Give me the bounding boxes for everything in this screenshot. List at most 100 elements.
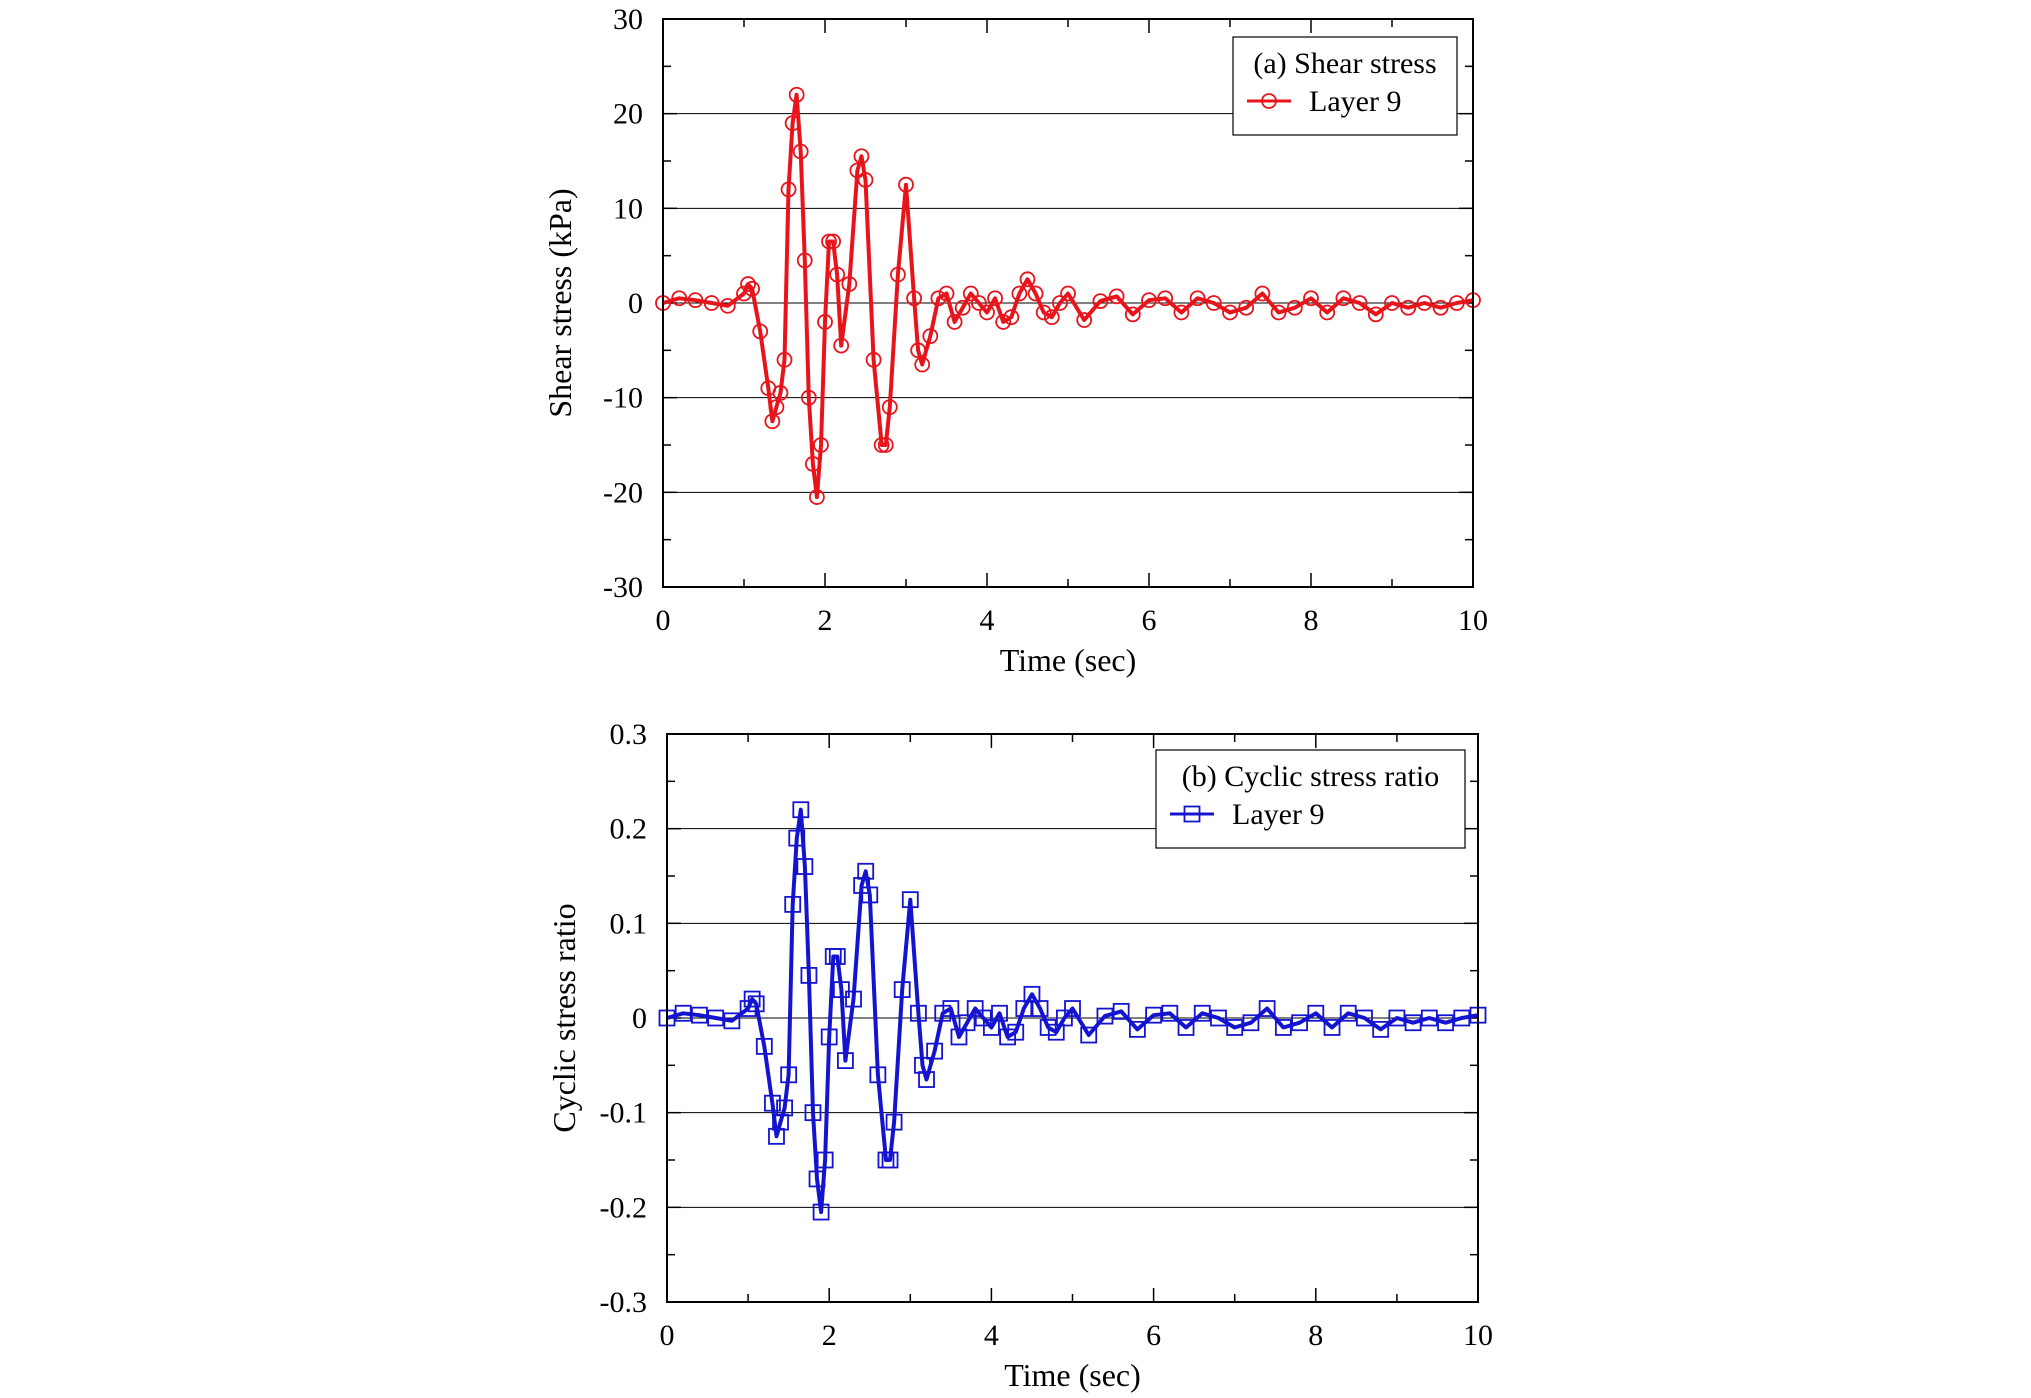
data-point: [764, 1094, 781, 1112]
data-point: [1274, 1019, 1292, 1036]
data-point: [723, 1012, 741, 1030]
y-tick-label: 0.3: [610, 718, 648, 751]
data-point: [747, 995, 765, 1013]
chart-cyclic-stress-ratio: 0 2 4 6 8 10 -0.3 -0.2 -0.1 0 0.1 0.2 0.3 Time (sec) C…: [546, 718, 1493, 1393]
data-point: [1286, 299, 1303, 316]
data-point: [703, 295, 720, 311]
data-point: [1205, 295, 1222, 311]
x-tick-label: 6: [1146, 1319, 1161, 1352]
data-point: [1177, 1019, 1195, 1036]
data-point: [776, 1099, 793, 1117]
data-point: [784, 115, 801, 132]
data-point: [918, 1071, 935, 1088]
y-axis-label: Cyclic stress ratio: [546, 903, 582, 1132]
data-point: [813, 437, 829, 453]
data-point: [841, 276, 858, 292]
data-point: [744, 280, 760, 297]
data-point: [1323, 1019, 1341, 1036]
data-point: [991, 1004, 1008, 1022]
data-point: [719, 297, 736, 314]
data-point: [1027, 285, 1044, 302]
data-point: [804, 456, 821, 472]
data-point: [1258, 1000, 1276, 1017]
data-point: [1384, 295, 1400, 311]
series-line-0: [662, 92, 1474, 500]
data-point: [788, 86, 805, 103]
data-point: [776, 351, 793, 368]
data-point: [817, 314, 833, 330]
data-point: [869, 1066, 887, 1084]
data-point: [893, 981, 911, 998]
data-point: [832, 981, 850, 998]
data-point: [914, 356, 931, 373]
data-point: [849, 162, 866, 179]
series-line-0: [666, 807, 1479, 1215]
legend-box: [1155, 749, 1466, 849]
data-point: [1388, 1009, 1406, 1027]
data-point: [796, 252, 813, 269]
data-point: [1189, 290, 1206, 307]
data-point: [1416, 295, 1433, 311]
data-point: [1404, 1014, 1422, 1032]
data-point: [926, 1042, 944, 1060]
legend: (b) Cyclic stress ratio Layer 9: [1155, 749, 1466, 849]
data-point: [1335, 290, 1352, 307]
data-point: [1210, 1009, 1227, 1027]
data-point: [1238, 299, 1255, 316]
y-tick-label: -0.3: [600, 1286, 648, 1319]
data-point: [764, 413, 781, 430]
data-point: [881, 399, 898, 416]
data-point: [829, 266, 846, 283]
data-point: [691, 1006, 708, 1024]
data-point: [1242, 1014, 1260, 1032]
data-point: [853, 148, 870, 165]
x-tick-label: 10: [1458, 604, 1488, 637]
data-point: [857, 862, 875, 880]
data-point: [962, 285, 979, 302]
data-point: [845, 990, 862, 1008]
data-point: [987, 290, 1003, 307]
data-point: [768, 399, 785, 416]
data-point: [910, 1004, 927, 1022]
data-point: [1128, 1020, 1146, 1038]
chart-shear-stress: 0 2 4 6 8 10 -30 -20 -10 0 10 20 30 Time (sec) Shear s…: [542, 3, 1488, 678]
data-point: [930, 290, 947, 307]
data-point: [788, 829, 806, 847]
data-point: [755, 1038, 773, 1055]
data-point: [971, 295, 987, 311]
data-point: [857, 172, 874, 188]
data-point: [1193, 1004, 1211, 1022]
data-point: [898, 176, 914, 193]
x-axis-label: Time (sec): [1000, 642, 1137, 678]
legend-title: (b) Cyclic stress ratio: [1182, 760, 1439, 793]
data-point: [1437, 1014, 1454, 1032]
data-point: [995, 314, 1012, 330]
data-point: [821, 233, 837, 250]
x-tick-label: 4: [980, 604, 995, 637]
data-point: [1007, 1023, 1025, 1041]
data-point: [1161, 1004, 1179, 1022]
x-tick-label: 8: [1304, 604, 1319, 637]
data-point: [1367, 306, 1384, 323]
y-tick-label: 0: [632, 1002, 647, 1035]
data-point: [1157, 290, 1174, 307]
data-point: [1319, 304, 1336, 321]
data-point: [1173, 304, 1190, 321]
data-point: [890, 266, 906, 283]
data-point: [825, 233, 841, 250]
data-point: [1291, 1014, 1308, 1032]
x-tick-label: 2: [818, 604, 833, 637]
y-tick-label: 30: [613, 3, 643, 36]
data-point: [1076, 312, 1093, 328]
y-tick-label: 0.1: [610, 907, 648, 940]
data-point: [865, 351, 882, 368]
x-tick-label: 2: [822, 1319, 837, 1352]
data-point: [1141, 292, 1157, 309]
data-point: [1453, 1009, 1471, 1027]
x-tick-label: 0: [660, 1319, 675, 1352]
data-point: [837, 1052, 854, 1069]
legend-entry-label: Layer 9: [1232, 798, 1324, 831]
data-point: [740, 276, 756, 292]
data-point: [885, 1113, 903, 1131]
